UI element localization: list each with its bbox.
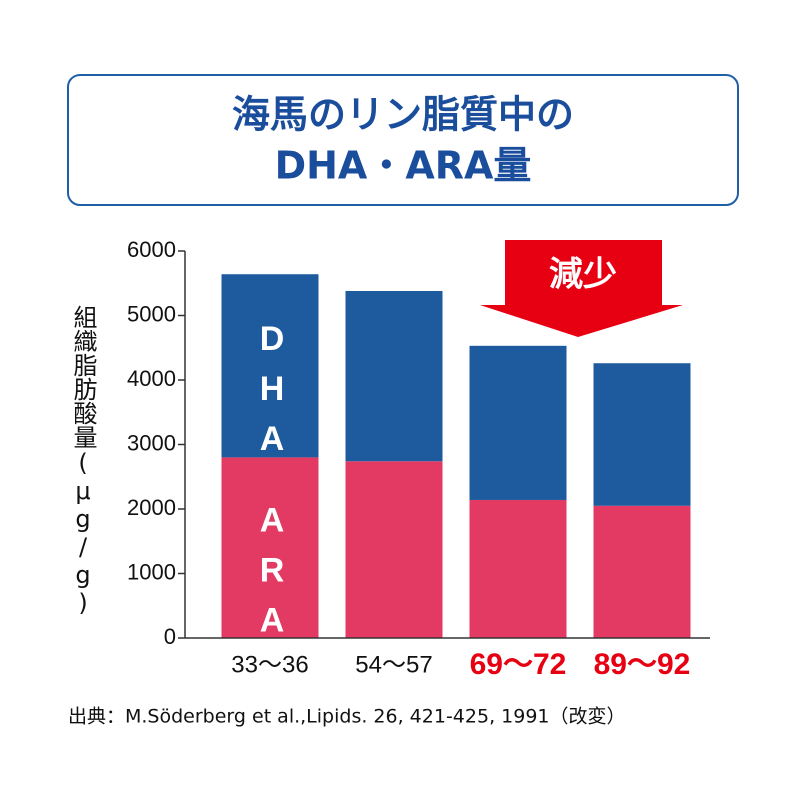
bar-segment: [345, 290, 443, 462]
x-tick-label: 54〜57: [355, 651, 432, 678]
y-tick-label: 2000: [127, 495, 176, 520]
source: 出典：M.Söderberg et al.,Lipids. 26, 421-42…: [68, 706, 626, 728]
annotation: 減少: [549, 255, 617, 295]
decrease-arrow: [480, 240, 683, 337]
x-tick-label: 33〜36: [231, 651, 308, 678]
bar-segment: [345, 461, 443, 638]
series-name: ARA: [253, 502, 291, 652]
y-tick-label: 3000: [127, 430, 176, 455]
bar-segment: [221, 457, 319, 638]
y-axis-label: 組織脂肪酸量(μg/g): [69, 305, 97, 617]
bar-segment: [469, 345, 567, 500]
chart-title: 海馬のリン脂質中の: [232, 93, 574, 137]
bar-segment: [593, 363, 691, 506]
chart-title: DHA・ARA量: [275, 144, 532, 188]
y-tick-label: 6000: [127, 237, 176, 262]
y-tick-label: 0: [164, 624, 176, 649]
y-tick-label: 5000: [127, 301, 176, 326]
x-tick-label: 89〜92: [594, 648, 691, 681]
series-name: DHA: [253, 320, 291, 470]
bar-segment: [469, 499, 567, 638]
y-tick-label: 1000: [127, 559, 176, 584]
bar-segment: [221, 274, 319, 458]
x-tick-label: 69〜72: [470, 648, 567, 681]
y-tick-label: 4000: [127, 366, 176, 391]
bar-segment: [593, 505, 691, 638]
title-box: [67, 74, 739, 206]
